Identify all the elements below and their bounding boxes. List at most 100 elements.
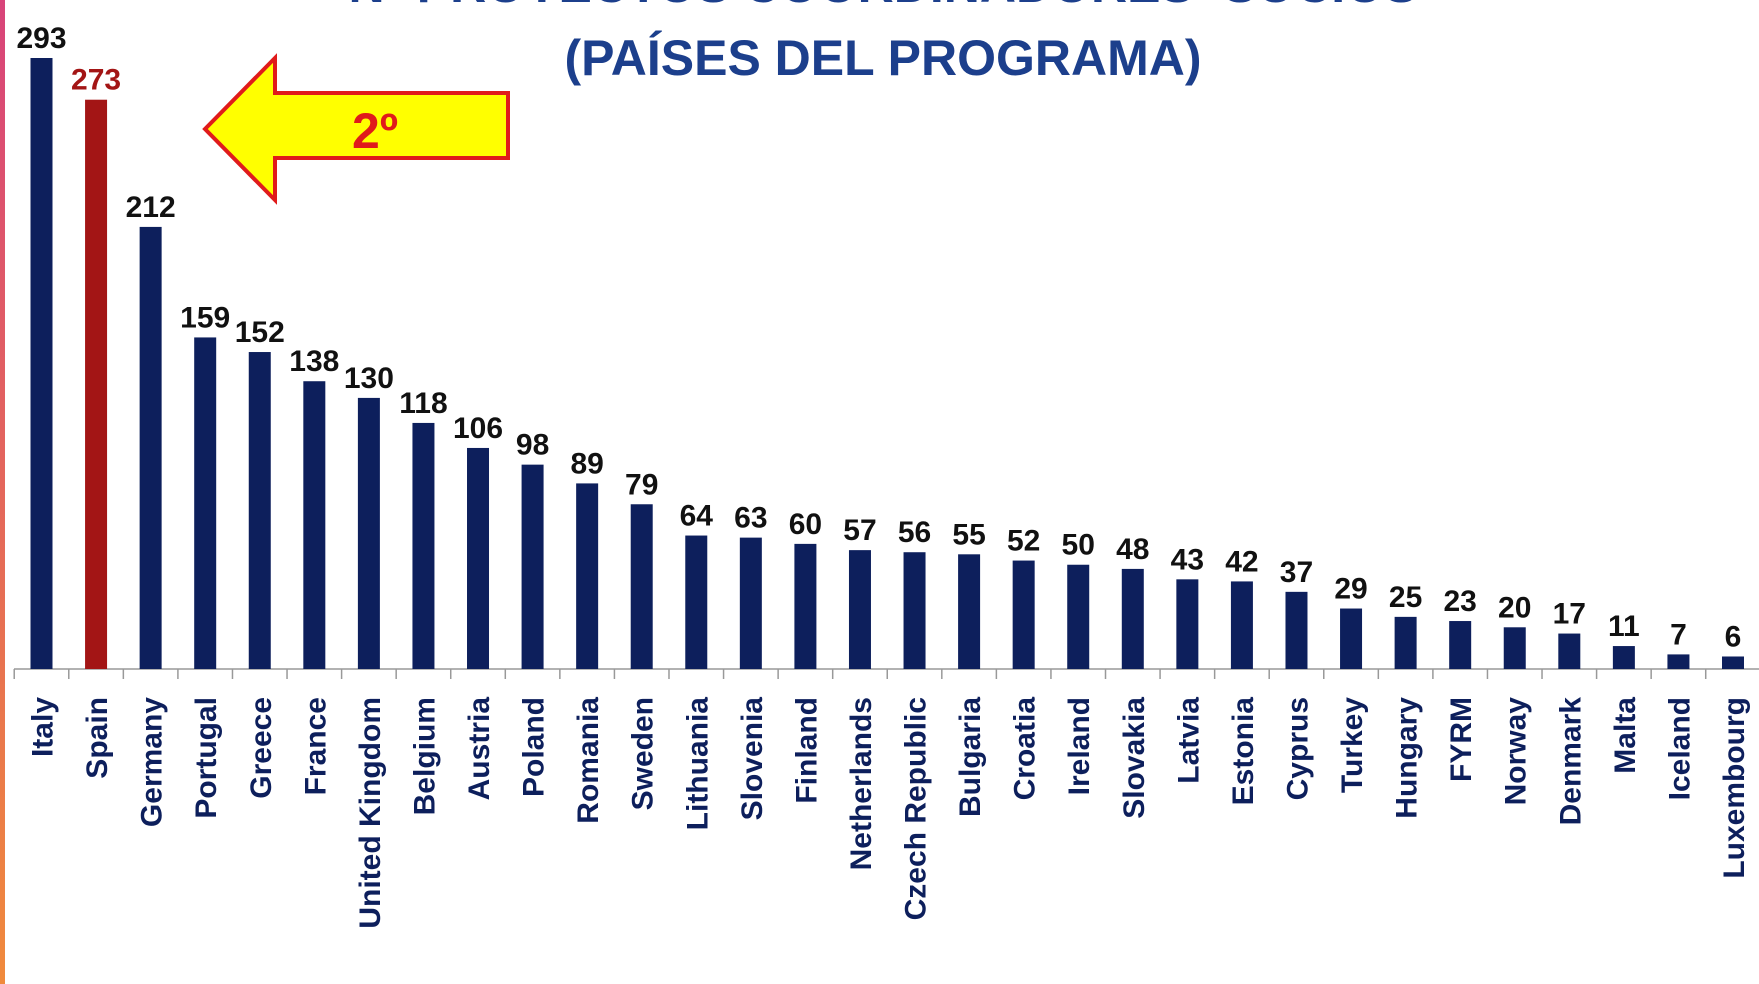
bar	[31, 58, 53, 669]
bar	[849, 550, 871, 669]
x-tick-label: Bulgaria	[954, 697, 987, 817]
x-tick-label: Germany	[136, 697, 169, 827]
bar	[1558, 634, 1580, 669]
x-tick-label: Ireland	[1063, 697, 1096, 795]
x-tick-label: FYRM	[1445, 697, 1478, 782]
value-label: 11	[1608, 610, 1640, 643]
bar	[1613, 646, 1635, 669]
value-label: 29	[1334, 573, 1367, 606]
x-tick-label: Slovakia	[1118, 697, 1151, 819]
value-label: 63	[734, 502, 767, 535]
value-label: 52	[1007, 525, 1040, 558]
x-tick-label: Croatia	[1009, 697, 1042, 801]
bar	[904, 552, 926, 669]
bar	[1067, 565, 1089, 669]
bar	[522, 465, 544, 669]
value-label: 159	[180, 301, 230, 334]
x-tick-label: Hungary	[1391, 697, 1424, 819]
value-label: 56	[898, 516, 931, 549]
x-tick-label: Greece	[245, 697, 278, 799]
value-label: 25	[1389, 581, 1422, 614]
x-tick-label: Netherlands	[845, 697, 878, 870]
bar	[85, 100, 107, 669]
bar	[631, 504, 653, 669]
value-label: 106	[453, 412, 503, 445]
value-label: 48	[1116, 533, 1149, 566]
value-label: 60	[789, 508, 822, 541]
x-tick-label: Turkey	[1336, 697, 1369, 793]
x-tick-label: Romania	[572, 697, 605, 824]
bar	[1122, 569, 1144, 669]
bar	[685, 536, 707, 669]
chart-subtitle: (PAÍSES DEL PROGRAMA)	[564, 30, 1201, 86]
value-label: 138	[289, 345, 339, 378]
bar	[1013, 561, 1035, 669]
x-tick-label: Austria	[463, 697, 496, 801]
x-tick-label: Slovenia	[736, 697, 769, 821]
bar	[740, 538, 762, 669]
value-label: 89	[570, 447, 603, 480]
edge-strip	[0, 0, 5, 984]
x-tick-label: Sweden	[627, 697, 660, 810]
value-label: 98	[516, 429, 549, 462]
value-label: 20	[1498, 591, 1531, 624]
bar	[576, 483, 598, 669]
x-tick-label: Finland	[790, 697, 823, 804]
bar	[794, 544, 816, 669]
x-tick-label: Denmark	[1554, 697, 1587, 826]
value-label: 17	[1553, 598, 1586, 631]
bar	[303, 381, 325, 669]
chart: Nº PROYECTOS COORDINADORES+SOCIOS (PAÍSE…	[0, 0, 1759, 984]
x-tick-label: Luxembourg	[1718, 697, 1751, 879]
x-tick-label: Estonia	[1227, 697, 1260, 806]
x-tick-label: Cyprus	[1281, 697, 1314, 800]
bar	[467, 448, 489, 669]
bar	[1395, 617, 1417, 669]
x-tick-label: Latvia	[1172, 697, 1205, 784]
bar	[358, 398, 380, 669]
value-label: 55	[952, 518, 985, 551]
bar	[958, 554, 980, 669]
bar	[194, 337, 216, 669]
page: Nº PROYECTOS COORDINADORES+SOCIOS (PAÍSE…	[0, 0, 1759, 984]
x-tick-label: Portugal	[190, 697, 223, 819]
x-tick-label: Norway	[1500, 697, 1533, 806]
value-label: 50	[1062, 529, 1095, 562]
value-label: 293	[16, 22, 66, 55]
x-tick-label: Poland	[518, 697, 551, 797]
chart-title: Nº PROYECTOS COORDINADORES+SOCIOS	[349, 0, 1418, 13]
value-label: 79	[625, 468, 658, 501]
x-tick-label: Belgium	[408, 697, 441, 815]
x-tick-label: Czech Republic	[900, 697, 933, 920]
x-tick-label: Italy	[27, 697, 60, 757]
x-tick-label: Spain	[81, 697, 114, 779]
value-label: 130	[344, 362, 394, 395]
value-label: 64	[680, 500, 714, 533]
value-label: 118	[399, 387, 447, 420]
bar	[1340, 609, 1362, 669]
bar	[1176, 579, 1198, 669]
bar	[1722, 656, 1744, 669]
value-label: 212	[126, 191, 176, 224]
value-label: 23	[1443, 585, 1476, 618]
value-label: 273	[71, 64, 121, 97]
bar	[1504, 627, 1526, 669]
x-tick-label: United Kingdom	[354, 697, 387, 929]
x-tick-label: Malta	[1609, 697, 1642, 774]
bar	[412, 423, 434, 669]
x-tick-label: Lithuania	[681, 697, 714, 831]
x-tick-label: Iceland	[1663, 697, 1696, 800]
bar	[140, 227, 162, 669]
value-label: 42	[1225, 545, 1258, 578]
bar	[249, 352, 271, 669]
bar	[1231, 581, 1253, 669]
bar	[1449, 621, 1471, 669]
x-tick-label: France	[299, 697, 332, 795]
value-label: 6	[1725, 620, 1742, 653]
bar	[1667, 654, 1689, 669]
value-label: 152	[235, 316, 285, 349]
bar	[1285, 592, 1307, 669]
annotation: 2º	[352, 103, 398, 159]
value-label: 43	[1171, 543, 1204, 576]
value-label: 37	[1280, 556, 1313, 589]
